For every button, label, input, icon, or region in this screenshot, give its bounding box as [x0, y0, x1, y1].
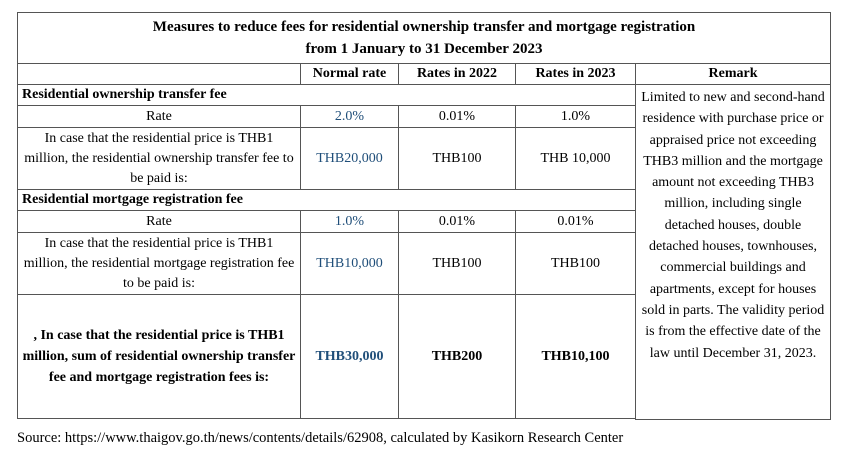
- section1-title-row: Residential ownership transfer fee Limit…: [17, 84, 832, 420]
- section2-rate-2023: 0.01%: [515, 210, 636, 233]
- header-remark: Remark: [634, 63, 832, 85]
- section1-example-normal: THB20,000: [300, 127, 399, 190]
- total-normal: THB30,000: [300, 294, 399, 419]
- source-note: Source: https://www.thaigov.go.th/news/c…: [17, 430, 624, 446]
- header-normal-rate: Normal rate: [300, 63, 399, 85]
- section2-rate-normal: 1.0%: [300, 210, 399, 233]
- header-rates-2022: Rates in 2022: [398, 63, 516, 85]
- title-line-1: Measures to reduce fees for residential …: [152, 19, 696, 35]
- section1-title: Residential ownership transfer fee: [17, 84, 636, 106]
- total-label: , In case that the residential price is …: [17, 294, 301, 419]
- total-2022: THB200: [398, 294, 516, 419]
- section2-example-2023: THB100: [515, 232, 636, 295]
- total-2023: THB10,100: [515, 294, 636, 419]
- section1-example-row: In case that the residential price is TH…: [17, 127, 831, 190]
- section2-title: Residential mortgage registration fee: [17, 189, 636, 211]
- section2-example-2022: THB100: [398, 232, 516, 295]
- section1-rate-label: Rate: [17, 105, 301, 128]
- title-line-2: from 1 January to 31 December 2023: [305, 41, 543, 57]
- table-title: Measures to reduce fees for residential …: [16, 12, 832, 64]
- section2-rate-label: Rate: [17, 210, 301, 233]
- section1-example-2022: THB100: [398, 127, 516, 190]
- section2-rate-row: Rate 1.0% 0.01% 0.01%: [17, 210, 831, 233]
- remark-cell: Limited to new and second-hand residence…: [634, 84, 832, 420]
- section1-example-2023: THB 10,000: [515, 127, 636, 190]
- section2-rate-2022: 0.01%: [398, 210, 516, 233]
- section1-rate-2022: 0.01%: [398, 105, 516, 128]
- header-rates-2023: Rates in 2023: [515, 63, 636, 85]
- section1-example-label: In case that the residential price is TH…: [17, 127, 301, 190]
- spacer-cell: [18, 419, 636, 420]
- section2-example-label: In case that the residential price is TH…: [17, 232, 301, 295]
- total-row: , In case that the residential price is …: [17, 294, 831, 419]
- header-row: Normal rate Rates in 2022 Rates in 2023 …: [17, 63, 832, 85]
- header-empty-cell: [17, 63, 301, 85]
- section1-rate-2023: 1.0%: [515, 105, 636, 128]
- section2-example-normal: THB10,000: [300, 232, 399, 295]
- fee-measures-table: Measures to reduce fees for residential …: [16, 12, 832, 420]
- section1-rate-normal: 2.0%: [300, 105, 399, 128]
